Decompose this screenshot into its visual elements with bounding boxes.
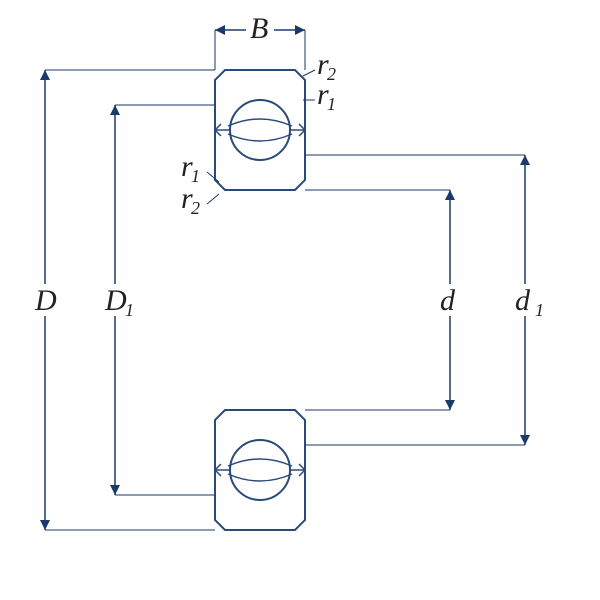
svg-text:d: d [440, 284, 456, 317]
svg-text:2: 2 [191, 198, 200, 218]
svg-text:B: B [250, 12, 268, 45]
bearing-section-diagram: DD1dd1Br2r1r1r2 [0, 0, 600, 600]
svg-text:D: D [104, 284, 127, 317]
svg-text:D: D [34, 284, 57, 317]
svg-text:d: d [515, 284, 531, 317]
svg-text:1: 1 [535, 300, 544, 320]
svg-text:1: 1 [327, 94, 336, 114]
svg-text:1: 1 [125, 300, 134, 320]
